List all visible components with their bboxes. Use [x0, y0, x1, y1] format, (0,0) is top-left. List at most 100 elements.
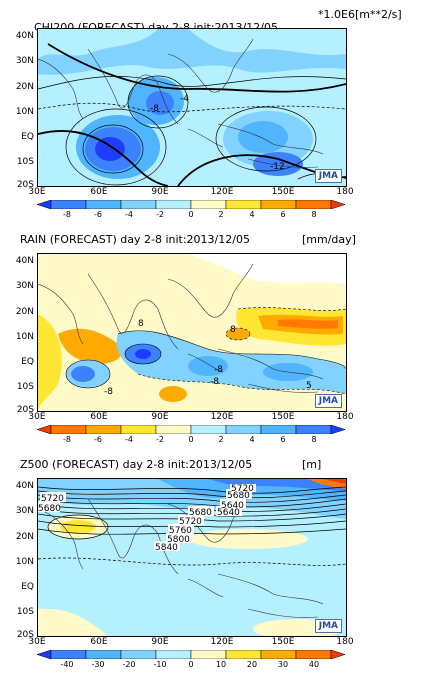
lat-label: 10N — [15, 332, 34, 342]
lat-label: 10N — [15, 557, 34, 567]
colorbar-swatch — [190, 650, 227, 659]
lon-label: 30E — [28, 187, 46, 197]
colorbar-tick: 0 — [188, 210, 194, 219]
colorbar-tick: -6 — [94, 210, 102, 219]
lon-label: 30E — [28, 637, 46, 647]
colorbar-swatch — [50, 200, 87, 209]
panel-unit: *1.0E6[m**2/s] — [318, 8, 402, 21]
colorbar-tick: -20 — [122, 660, 136, 669]
lon-label: 60E — [90, 412, 108, 422]
lon-label: 150E — [271, 637, 295, 647]
colorbar-tick: 0 — [188, 660, 194, 669]
colorbar-swatch — [120, 425, 157, 434]
lon-label: 150E — [271, 412, 295, 422]
contour-label: 5640 — [221, 501, 244, 511]
colorbar-swatch — [330, 425, 345, 434]
contour-label: 8 — [230, 325, 236, 335]
contour-label: -8 — [214, 365, 223, 375]
colorbar-swatch — [295, 650, 332, 659]
colorbar-tick: -6 — [94, 435, 102, 444]
colorbar-tick: 6 — [280, 210, 286, 219]
colorbar-swatch — [260, 650, 297, 659]
lon-label: 120E — [210, 187, 234, 197]
lat-label: 20S — [16, 180, 34, 190]
lat-label: 40N — [15, 481, 34, 491]
colorbar-tick: -40 — [60, 660, 74, 669]
colorbar-tick: 2 — [218, 210, 224, 219]
colorbar-swatch — [330, 650, 345, 659]
lon-label: 90E — [151, 637, 169, 647]
lat-label: EQ — [21, 582, 34, 592]
lon-label: 60E — [90, 637, 108, 647]
lon-label: 30E — [28, 412, 46, 422]
contour-label: 5720 — [41, 494, 64, 504]
lat-label: 20N — [15, 532, 34, 542]
lon-label: 60E — [90, 187, 108, 197]
colorbar-tick: -10 — [153, 660, 167, 669]
lat-label: 30N — [15, 56, 34, 66]
colorbar-swatch — [155, 650, 192, 659]
colorbar-swatch — [225, 425, 262, 434]
contour-label: 8 — [138, 319, 144, 329]
colorbar-tick: 4 — [249, 435, 255, 444]
colorbar-tick: -2 — [156, 210, 164, 219]
colorbar-swatch — [260, 425, 297, 434]
contour-label: 5720 — [231, 484, 254, 494]
colorbar-swatch — [190, 425, 227, 434]
lat-label: 20N — [15, 307, 34, 317]
colorbar-swatch — [37, 650, 52, 659]
contour-label: -8 — [104, 387, 113, 397]
panel-unit: [mm/day] — [302, 233, 356, 246]
colorbar-tick: 0 — [188, 435, 194, 444]
colorbar-tick: 6 — [280, 435, 286, 444]
rain-map: 8 8 -8 -8 -8 5 JMA — [37, 253, 347, 412]
jma-logo: JMA — [314, 394, 342, 408]
colorbar-swatch — [295, 425, 332, 434]
lat-label: 10S — [16, 607, 34, 617]
colorbar-swatch — [260, 200, 297, 209]
colorbar-tick: 2 — [218, 435, 224, 444]
contour-label: 5800 — [167, 535, 190, 545]
colorbar-swatch — [50, 650, 87, 659]
colorbar-swatch — [330, 200, 345, 209]
lon-label: 120E — [210, 637, 234, 647]
contour-label: 5720 — [179, 517, 202, 527]
lon-label: 180 — [336, 187, 354, 197]
lat-label: 20S — [16, 405, 34, 415]
lat-label: 10N — [15, 107, 34, 117]
colorbar-tick: 20 — [246, 660, 258, 669]
colorbar-swatch — [120, 200, 157, 209]
lat-label: 30N — [15, 506, 34, 516]
colorbar-tick: 40 — [308, 660, 320, 669]
lon-label: 90E — [151, 412, 169, 422]
jma-logo: JMA — [314, 169, 342, 183]
contour-label: -4 — [180, 94, 189, 104]
colorbar-swatch — [37, 200, 52, 209]
lat-label: 10S — [16, 157, 34, 167]
colorbar-swatch — [225, 200, 262, 209]
colorbar-tick: -4 — [125, 435, 133, 444]
chi200-map: -8 -4 -12 JMA — [37, 28, 347, 187]
z500-map: 5720 5680 5720 5760 5800 5840 5680 5640 … — [37, 478, 347, 637]
colorbar-swatch — [190, 200, 227, 209]
contour-label: 5840 — [155, 543, 178, 553]
colorbar-swatch — [155, 425, 192, 434]
colorbar-tick: -4 — [125, 210, 133, 219]
chi200-panel: CHI200 (FORECAST) day 2-8 init:2013/12/0… — [0, 0, 422, 225]
lon-label: 180 — [336, 412, 354, 422]
lat-label: 20S — [16, 630, 34, 640]
colorbar-tick: 30 — [277, 660, 289, 669]
colorbar-tick: 8 — [311, 210, 317, 219]
colorbar-tick: -30 — [91, 660, 105, 669]
panel-title: Z500 (FORECAST) day 2-8 init:2013/12/05 — [20, 458, 253, 471]
colorbar-tick: 10 — [215, 660, 227, 669]
colorbar-swatch — [225, 650, 262, 659]
lat-label: 20N — [15, 82, 34, 92]
contour-label: -8 — [210, 377, 219, 387]
colorbar-swatch — [155, 200, 192, 209]
colorbar-swatch — [85, 200, 122, 209]
panel-unit: [m] — [302, 458, 322, 471]
colorbar — [37, 425, 345, 434]
lon-label: 90E — [151, 187, 169, 197]
lat-label: 10S — [16, 382, 34, 392]
